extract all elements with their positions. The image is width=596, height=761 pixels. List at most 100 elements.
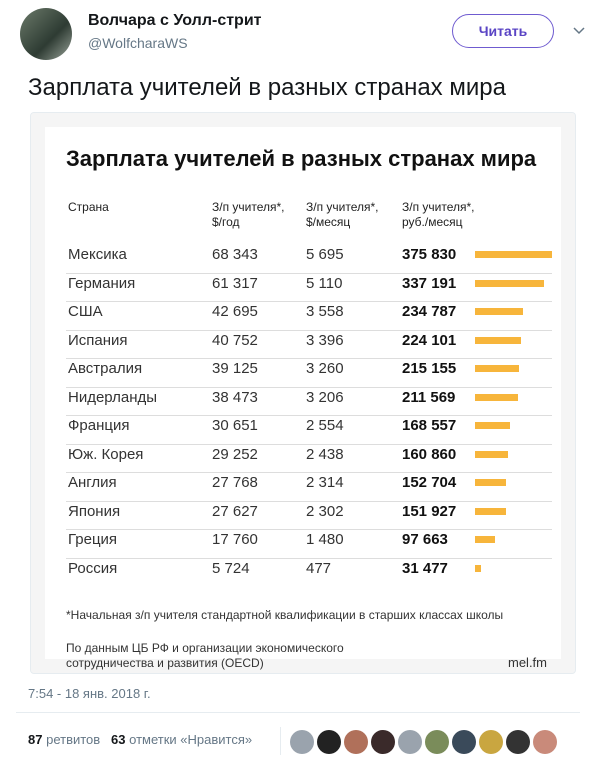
table-cell: 5 724: [212, 559, 250, 577]
table-cell: 2 554: [306, 417, 344, 434]
tweet-text: Зарплата учителей в разных странах мира: [28, 74, 506, 101]
table-cell: Англия: [68, 474, 117, 491]
column-header: З/п учителя*, $/год: [212, 200, 285, 229]
tweet-image[interactable]: [30, 112, 576, 674]
liker-avatar[interactable]: [344, 730, 368, 754]
salary-bar: [475, 251, 552, 258]
author-name[interactable]: Волчара с Уолл-стрит: [88, 12, 262, 29]
liker-avatar[interactable]: [479, 730, 503, 754]
salary-bar: [475, 365, 520, 372]
table-cell: 31 477: [402, 559, 448, 577]
row-separator: [66, 529, 552, 530]
table-cell: 5 110: [306, 274, 343, 292]
table-cell: Германия: [68, 274, 136, 292]
table-cell: 3 558: [306, 303, 344, 320]
table-cell: Мексика: [68, 246, 127, 263]
table-cell: 3 206: [306, 388, 344, 406]
table-cell: 375 830: [402, 246, 457, 263]
column-header: З/п учителя*, руб./месяц: [402, 200, 475, 229]
retweet-label[interactable]: ретвитов: [46, 732, 101, 747]
table-cell: 477: [306, 559, 332, 577]
row-separator: [66, 301, 552, 302]
liker-avatar[interactable]: [371, 730, 395, 754]
table-cell: 3 396: [306, 331, 344, 349]
table-cell: 3 260: [306, 360, 344, 377]
retweet-count[interactable]: 87: [28, 732, 43, 747]
separator: [280, 727, 281, 755]
table-cell: Россия: [68, 559, 118, 577]
table-cell: 151 927: [402, 502, 457, 520]
row-separator: [66, 472, 552, 473]
row-separator: [66, 329, 552, 331]
divider: [16, 712, 580, 713]
table-cell: 168 557: [402, 417, 457, 434]
brand: mel.fm: [508, 655, 547, 670]
column-header: З/п учителя*, $/месяц: [306, 200, 379, 229]
salary-bar: [475, 479, 507, 486]
table-cell: 2 438: [306, 445, 344, 463]
liker-avatar[interactable]: [533, 730, 557, 754]
salary-bar: [475, 450, 508, 458]
row-separator: [66, 500, 552, 502]
table-cell: 40 752: [212, 331, 258, 349]
timestamp[interactable]: 7:54 - 18 янв. 2018 г.: [28, 686, 151, 701]
salary-bar: [475, 422, 510, 429]
column-header: Страна: [68, 200, 109, 214]
table-cell: 61 317: [212, 274, 258, 292]
row-separator: [66, 272, 552, 274]
table-cell: 30 651: [212, 417, 258, 434]
table-cell: 224 101: [402, 331, 457, 349]
avatar[interactable]: [20, 8, 72, 60]
liker-avatar[interactable]: [290, 730, 314, 754]
table-cell: 29 252: [212, 445, 258, 463]
salary-bar: [475, 564, 482, 572]
follow-button[interactable]: Читать: [452, 14, 554, 48]
liker-avatar[interactable]: [398, 730, 422, 754]
like-count[interactable]: 63: [111, 732, 126, 747]
table-cell: Испания: [68, 331, 128, 349]
liker-avatar[interactable]: [317, 730, 341, 754]
salary-bar: [475, 279, 545, 287]
row-separator: [66, 557, 552, 559]
table-cell: 27 627: [212, 502, 258, 520]
table-cell: 160 860: [402, 445, 457, 463]
table-cell: 38 473: [212, 388, 258, 406]
table-cell: 42 695: [212, 303, 258, 320]
table-cell: Греция: [68, 531, 118, 548]
liker-avatar[interactable]: [506, 730, 530, 754]
liker-avatar[interactable]: [452, 730, 476, 754]
table-cell: Нидерланды: [68, 388, 158, 406]
table-cell: 68 343: [212, 246, 258, 263]
table-cell: 17 760: [212, 531, 258, 548]
table-cell: 211 569: [402, 388, 456, 406]
table-cell: 152 704: [402, 474, 457, 491]
table-cell: Франция: [68, 417, 130, 434]
source: По данным ЦБ РФ и организации экономичес…: [66, 641, 344, 670]
table-cell: 2 314: [306, 474, 344, 491]
table-cell: Япония: [68, 502, 121, 520]
table-cell: 215 155: [402, 360, 457, 377]
salary-bar: [475, 308, 524, 315]
table-cell: 97 663: [402, 531, 448, 548]
table-cell: 234 787: [402, 303, 457, 320]
table-cell: 39 125: [212, 360, 258, 377]
image-title: Зарплата учителей в разных странах мира: [66, 146, 537, 171]
table-cell: 5 695: [306, 246, 344, 263]
row-separator: [66, 358, 552, 359]
table-cell: 27 768: [212, 474, 258, 491]
stats: 87 ретвитов 63 отметки «Нравится»: [28, 732, 252, 747]
table-cell: 1 480: [306, 531, 344, 548]
row-separator: [66, 415, 552, 416]
table-cell: Австралия: [68, 360, 143, 377]
menu-chevron[interactable]: [572, 26, 586, 36]
liker-avatar[interactable]: [425, 730, 449, 754]
table-cell: Юж. Корея: [68, 445, 144, 463]
row-separator: [66, 443, 552, 445]
author-handle[interactable]: @WolfcharaWS: [88, 35, 188, 51]
salary-bar: [475, 507, 507, 515]
salary-bar: [475, 393, 519, 401]
row-separator: [66, 386, 552, 388]
table-cell: 337 191: [402, 274, 457, 292]
like-label[interactable]: отметки «Нравится»: [129, 732, 253, 747]
